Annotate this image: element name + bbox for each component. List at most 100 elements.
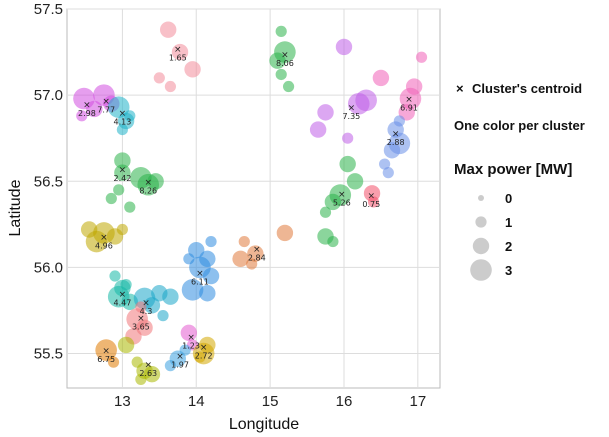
data-point: [205, 235, 217, 248]
centroid-label: 0.75: [362, 200, 380, 209]
data-point: [327, 235, 339, 248]
tick-labels: 13 14 15 16 17 55.5 56.0 56.5 57.0 57.5: [34, 1, 426, 410]
centroid-label: 8.26: [139, 186, 157, 195]
size-legend: 0 1 2 3: [470, 191, 512, 281]
centroid-label: 7.77: [97, 105, 115, 114]
data-point: [346, 173, 364, 190]
data-point: [105, 192, 117, 205]
centroid-label: 2.42: [113, 174, 131, 183]
legend-size-title: Max power [MW]: [454, 161, 572, 178]
data-point: [164, 360, 177, 372]
data-point: [131, 356, 143, 368]
y-tick-label: 56.5: [34, 173, 63, 190]
x-tick-label: 14: [188, 393, 205, 410]
data-point: [114, 152, 131, 169]
centroid-label: 2.72: [195, 352, 213, 361]
x-tick-label: 13: [114, 393, 131, 410]
data-point: [232, 250, 249, 267]
centroid-marker: ×: [142, 298, 150, 308]
data-point: [107, 96, 130, 118]
centroid-label: 1.23: [182, 341, 200, 350]
data-point: [157, 310, 169, 322]
centroid-marker: ×: [196, 269, 204, 279]
size-legend-label: 1: [505, 215, 512, 230]
x-tick-label: 16: [336, 393, 353, 410]
centroid-marker: ×: [102, 97, 110, 107]
plot-area: [66, 8, 441, 389]
centroid-marker: ×: [176, 352, 184, 362]
data-point: [114, 164, 131, 181]
data-point: [319, 206, 332, 218]
size-legend-label: 0: [505, 191, 512, 206]
data-point: [120, 279, 132, 291]
size-legend-circle: [470, 259, 492, 281]
data-points: [73, 21, 428, 385]
data-point: [382, 167, 394, 179]
data-point: [164, 80, 177, 93]
data-point: [324, 193, 342, 211]
centroid-marker: ×: [119, 166, 127, 176]
size-legend-circle: [475, 216, 487, 228]
centroid-marker: ×: [144, 360, 152, 370]
data-point: [383, 142, 401, 159]
data-point: [269, 52, 286, 69]
centroid-label: 4.3: [140, 307, 153, 316]
y-tick-label: 55.5: [34, 346, 63, 363]
y-tick-label: 56.0: [34, 259, 63, 276]
data-point: [276, 224, 294, 242]
legend-color-note: One color per cluster: [454, 118, 585, 133]
data-point: [183, 253, 195, 265]
data-point: [335, 38, 353, 56]
centroid-label: 4.47: [113, 298, 131, 307]
y-axis-title: Latitude: [7, 179, 24, 236]
data-point: [136, 319, 153, 336]
centroid-label: 1.65: [169, 54, 187, 63]
size-legend-circle: [472, 237, 490, 255]
data-point: [405, 78, 423, 95]
data-point: [275, 68, 287, 81]
data-point: [199, 336, 216, 354]
data-point: [76, 110, 88, 122]
centroid-marker: ×: [368, 192, 376, 202]
centroid-label: 5.26: [333, 198, 351, 207]
data-point: [113, 184, 125, 196]
centroid-marker: ×: [137, 314, 145, 324]
data-point: [180, 324, 198, 342]
centroid-label: 4.96: [95, 241, 113, 250]
centroid-marker: ×: [144, 178, 152, 188]
legend-centroid-symbol: ×: [456, 81, 464, 96]
x-tick-label: 15: [262, 393, 279, 410]
data-point: [309, 121, 327, 138]
data-point: [171, 43, 189, 61]
centroid-marker: ×: [392, 130, 400, 140]
centroid-marker: ×: [119, 290, 127, 300]
centroid-label: 2.63: [139, 369, 157, 378]
data-point: [107, 356, 120, 368]
size-legend-label: 2: [505, 239, 512, 254]
data-point: [247, 245, 264, 262]
data-point: [184, 61, 201, 78]
data-point: [339, 155, 356, 173]
data-point: [162, 288, 179, 305]
data-point: [372, 69, 390, 87]
data-point: [143, 297, 161, 314]
y-tick-label: 57.0: [34, 87, 63, 104]
centroid-marker: ×: [83, 100, 91, 110]
centroid-marker: ×: [338, 190, 346, 200]
data-point: [179, 344, 191, 356]
y-tick-label: 57.5: [34, 1, 63, 18]
centroid-marker: ×: [348, 104, 356, 114]
size-legend-label: 3: [505, 263, 512, 278]
data-point: [393, 115, 405, 127]
data-point: [143, 366, 161, 383]
centroid-marker: ×: [119, 109, 127, 119]
centroid-label: 2.98: [78, 109, 96, 118]
centroid-label: 2.84: [248, 253, 266, 262]
centroid-marker: ×: [174, 45, 182, 55]
centroid-markers: ×1.65 ×8.06×7.77×2.98 ×4.13×7.35×6.91×2.88…: [78, 45, 418, 378]
centroid-label: 6.11: [191, 278, 209, 287]
size-legend-circle: [478, 195, 484, 201]
data-point: [355, 89, 377, 112]
centroid-label: 4.13: [113, 117, 131, 126]
centroid-marker: ×: [281, 50, 289, 60]
